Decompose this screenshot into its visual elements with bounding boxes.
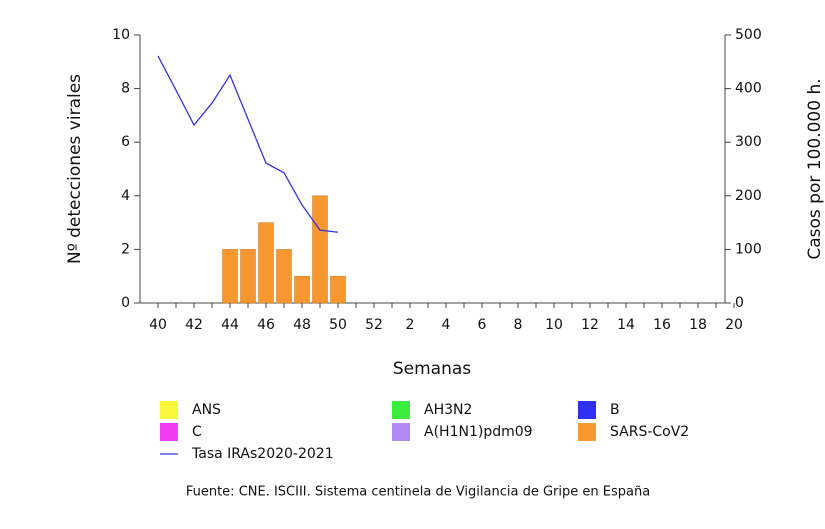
x-tick-label: 40 [149, 317, 167, 333]
legend-label: B [610, 402, 620, 418]
x-tick-label: 4 [442, 317, 451, 333]
x-tick-label: 2 [406, 317, 415, 333]
y2-tick-label: 0 [735, 295, 744, 311]
line-series [157, 55, 339, 233]
y-axis-title: Nº detecciones virales [65, 74, 85, 264]
y-tick-label: 8 [121, 81, 130, 97]
y-tick-label: 6 [121, 134, 130, 150]
legend-swatch [160, 401, 178, 419]
y-tick-label: 10 [112, 27, 130, 43]
legend-swatch [578, 401, 596, 419]
bar [294, 275, 310, 304]
bar [258, 222, 274, 304]
y2-tick-label: 200 [735, 188, 762, 204]
legend-swatch [578, 423, 596, 441]
x-tick-label: 44 [221, 317, 239, 333]
source-note: Fuente: CNE. ISCIII. Sistema centinela d… [186, 485, 650, 500]
x-tick-label: 48 [293, 317, 311, 333]
y2-tick-label: 500 [735, 27, 762, 43]
bar [330, 275, 346, 304]
bar [222, 249, 238, 304]
legend-swatch [392, 423, 410, 441]
bar [276, 249, 292, 304]
y2-axis-title: Casos por 100.000 h. [805, 78, 825, 259]
legend-swatch [160, 423, 178, 441]
legend-swatch [392, 401, 410, 419]
y2-tick-label: 400 [735, 81, 762, 97]
legend-label: C [192, 424, 202, 440]
x-axis-title: Semanas [393, 359, 471, 379]
x-tick-label: 52 [365, 317, 383, 333]
x-tick-label: 16 [653, 317, 671, 333]
x-tick-label: 42 [185, 317, 203, 333]
x-tick-label: 50 [329, 317, 347, 333]
legend-label: SARS-CoV2 [610, 424, 689, 440]
legend-label: ANS [192, 402, 221, 418]
x-tick-label: 14 [617, 317, 635, 333]
bar [240, 249, 256, 304]
y2-tick-label: 300 [735, 134, 762, 150]
y2-tick-label: 100 [735, 241, 762, 257]
x-tick-label: 46 [257, 317, 275, 333]
y-tick-label: 0 [121, 295, 130, 311]
x-tick-label: 10 [545, 317, 563, 333]
y-tick-label: 4 [121, 188, 130, 204]
bar [312, 195, 328, 304]
x-tick-label: 8 [514, 317, 523, 333]
legend-label: A(H1N1)pdm09 [424, 424, 533, 440]
legend-label: Tasa IRAs2020-2021 [191, 446, 334, 462]
x-tick-label: 6 [478, 317, 487, 333]
y-tick-label: 2 [121, 241, 130, 257]
x-tick-label: 12 [581, 317, 599, 333]
legend-label: AH3N2 [424, 402, 472, 418]
x-tick-label: 18 [689, 317, 707, 333]
x-tick-label: 20 [725, 317, 743, 333]
